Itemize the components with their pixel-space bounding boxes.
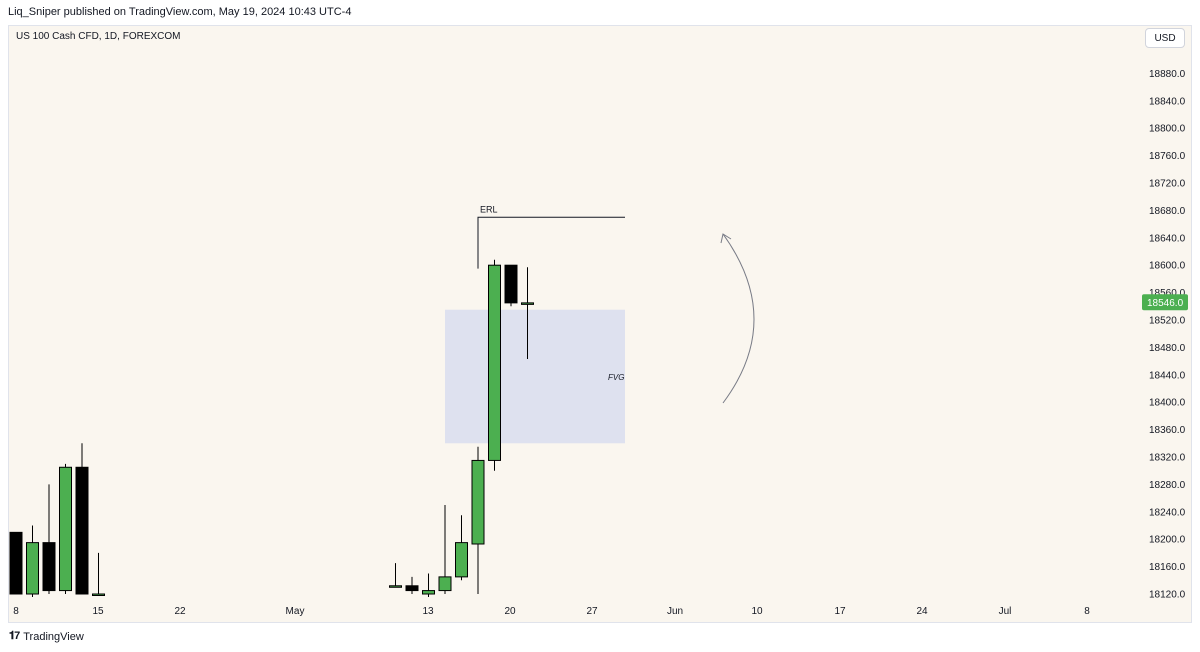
arrow-head-icon bbox=[720, 233, 732, 244]
x-tick-label: 8 bbox=[1084, 606, 1090, 617]
currency-button[interactable]: USD bbox=[1145, 28, 1185, 48]
y-tick-label: 18160.0 bbox=[1149, 562, 1186, 573]
candle-body bbox=[471, 459, 485, 545]
x-tick-label: 8 bbox=[13, 606, 19, 617]
candle-body bbox=[438, 576, 452, 592]
candle-body bbox=[389, 585, 402, 588]
x-tick-label: 24 bbox=[916, 606, 928, 617]
y-tick-label: 18240.0 bbox=[1149, 507, 1186, 518]
x-tick-label: 13 bbox=[422, 606, 434, 617]
symbol-title: US 100 Cash CFD, 1D, FOREXCOM bbox=[16, 31, 181, 42]
x-tick-label: Jul bbox=[999, 606, 1012, 617]
y-tick-label: 18200.0 bbox=[1149, 535, 1186, 546]
y-tick-label: 18400.0 bbox=[1149, 398, 1186, 409]
y-tick-label: 18320.0 bbox=[1149, 453, 1186, 464]
x-tick-label: Jun bbox=[667, 606, 683, 617]
candle-body bbox=[521, 302, 534, 305]
x-tick-label: 17 bbox=[834, 606, 846, 617]
last-price-badge bbox=[1142, 294, 1188, 311]
y-tick-label: 18560.0 bbox=[1149, 288, 1186, 299]
tradingview-logo-icon: 𝟏7 bbox=[9, 630, 20, 642]
brand-label: TradingView bbox=[23, 630, 84, 643]
candle-body bbox=[488, 264, 501, 461]
candle-body bbox=[75, 466, 89, 595]
y-tick-label: 18680.0 bbox=[1149, 206, 1186, 217]
tradingview-brand: 𝟏7 TradingView bbox=[9, 630, 84, 643]
x-tick-label: May bbox=[286, 606, 305, 617]
candle-body bbox=[26, 542, 39, 595]
x-tick-label: 22 bbox=[174, 606, 186, 617]
fvg-box bbox=[445, 309, 625, 444]
y-tick-label: 18480.0 bbox=[1149, 343, 1186, 354]
arc-arrow-path bbox=[722, 233, 755, 404]
candle-body bbox=[42, 542, 56, 592]
y-tick-label: 18120.0 bbox=[1149, 590, 1186, 601]
y-tick-label: 18640.0 bbox=[1149, 233, 1186, 244]
y-tick-label: 18720.0 bbox=[1149, 179, 1186, 190]
publisher-line: Liq_Sniper published on TradingView.com,… bbox=[8, 6, 352, 18]
candle-body bbox=[405, 585, 419, 592]
candle-body bbox=[504, 264, 518, 304]
y-tick-label: 18360.0 bbox=[1149, 425, 1186, 436]
candle-body bbox=[9, 531, 23, 595]
x-tick-label: 20 bbox=[504, 606, 516, 617]
y-tick-label: 18440.0 bbox=[1149, 370, 1186, 381]
candle-body bbox=[422, 590, 435, 595]
x-tick-label: 27 bbox=[586, 606, 598, 617]
candle-body bbox=[59, 466, 72, 592]
y-tick-label: 18600.0 bbox=[1149, 261, 1186, 272]
y-tick-label: 18520.0 bbox=[1149, 316, 1186, 327]
erl-line bbox=[477, 216, 625, 269]
x-tick-label: 10 bbox=[751, 606, 763, 617]
y-tick-label: 18760.0 bbox=[1149, 151, 1186, 162]
fvg-label: FVG bbox=[608, 373, 624, 382]
candle-body bbox=[92, 593, 105, 596]
y-tick-label: 18840.0 bbox=[1149, 96, 1186, 107]
y-tick-label: 18280.0 bbox=[1149, 480, 1186, 491]
x-tick-label: 15 bbox=[92, 606, 104, 617]
y-tick-label: 18880.0 bbox=[1149, 69, 1186, 80]
y-tick-label: 18800.0 bbox=[1149, 124, 1186, 135]
candle-body bbox=[455, 542, 468, 578]
last-price-label: 18546.0 bbox=[1147, 298, 1184, 309]
erl-label: ERL bbox=[480, 204, 498, 214]
